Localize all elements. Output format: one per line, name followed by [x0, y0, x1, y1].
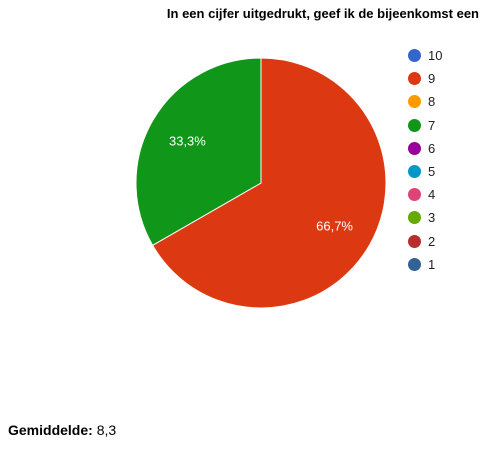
- pie-label-7: 33,3%: [169, 133, 206, 148]
- legend-item-8: 8: [408, 90, 442, 113]
- legend-item-7: 7: [408, 114, 442, 137]
- legend-swatch: [408, 165, 421, 179]
- legend-label: 3: [428, 210, 436, 226]
- pie-label-9: 66,7%: [316, 219, 353, 234]
- legend-item-6: 6: [408, 137, 442, 160]
- average-label: Gemiddelde:: [8, 422, 93, 438]
- legend-item-5: 5: [408, 160, 442, 183]
- pie-slice-7: [135, 57, 262, 246]
- legend-swatch: [408, 211, 421, 225]
- legend-swatch: [408, 141, 421, 155]
- legend-swatch: [408, 257, 421, 271]
- legend-item-1: 1: [408, 253, 442, 276]
- legend-label: 6: [428, 140, 436, 156]
- pie-slice-9: [151, 57, 387, 309]
- legend-swatch: [408, 118, 421, 132]
- legend-swatch: [408, 95, 421, 109]
- legend-swatch: [408, 49, 421, 63]
- legend-label: 8: [428, 94, 436, 110]
- legend-label: 4: [428, 187, 436, 203]
- legend-swatch: [408, 72, 421, 86]
- legend-item-4: 4: [408, 183, 442, 206]
- legend-label: 1: [428, 256, 436, 272]
- legend-item-2: 2: [408, 230, 442, 253]
- legend-item-3: 3: [408, 206, 442, 229]
- legend-swatch: [408, 234, 421, 248]
- chart-title: In een cijfer uitgedrukt, geef ik de bij…: [166, 6, 479, 21]
- legend-label: 5: [428, 164, 436, 180]
- legend: 10 9 8 7 6 5 4 3 2 1: [408, 44, 442, 276]
- average-value: 8,3: [96, 422, 117, 438]
- legend-label: 9: [428, 71, 436, 87]
- legend-label: 2: [428, 233, 436, 249]
- average-summary: Gemiddelde: 8,3: [8, 422, 116, 438]
- legend-swatch: [408, 188, 421, 202]
- legend-item-9: 9: [408, 67, 442, 90]
- legend-label: 10: [428, 48, 443, 64]
- legend-label: 7: [428, 117, 436, 133]
- legend-item-10: 10: [408, 44, 442, 67]
